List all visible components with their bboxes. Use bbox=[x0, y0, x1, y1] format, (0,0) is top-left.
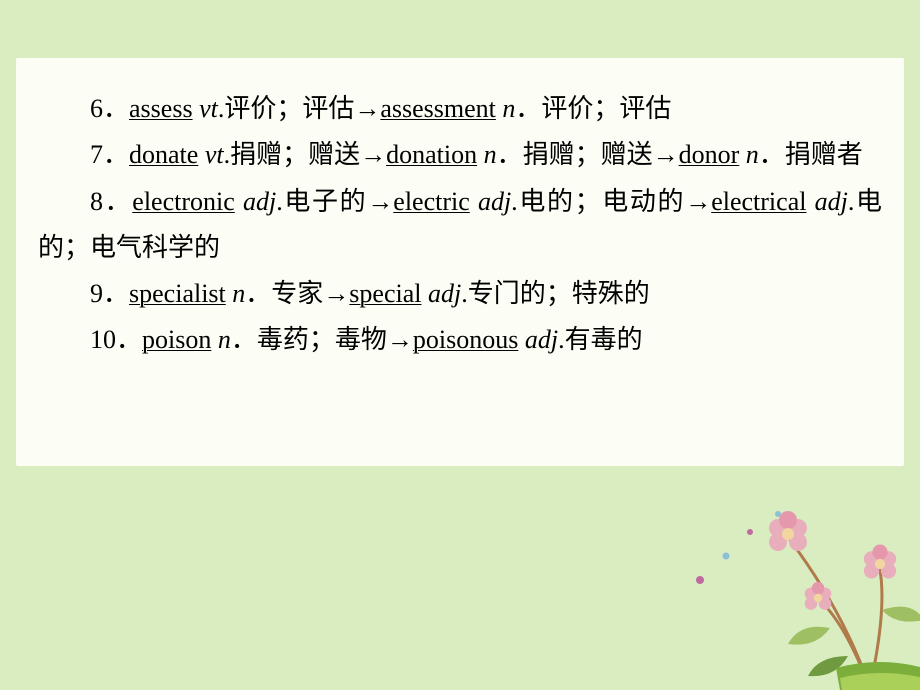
part-of-speech: vt bbox=[199, 94, 218, 123]
definition-text: .电的；电动的→ bbox=[511, 187, 711, 216]
vocabulary-list: 6．assess vt.评价；评估→assessment n．评价；评估7．do… bbox=[38, 86, 882, 364]
vocab-word: poisonous bbox=[413, 325, 518, 354]
definition-text: ．专家→ bbox=[245, 279, 349, 308]
part-of-speech: vt bbox=[205, 140, 224, 169]
content-card: 6．assess vt.评价；评估→assessment n．评价；评估7．do… bbox=[16, 58, 904, 466]
definition-text: .有毒的 bbox=[558, 325, 643, 354]
entry-number: 9． bbox=[90, 279, 129, 308]
part-of-speech: n bbox=[746, 140, 759, 169]
content-inner: 6．assess vt.评价；评估→assessment n．评价；评估7．do… bbox=[16, 58, 904, 404]
vocab-word: electronic bbox=[132, 187, 235, 216]
vocab-word: special bbox=[349, 279, 421, 308]
definition-text: .电子的→ bbox=[276, 187, 393, 216]
part-of-speech: adj bbox=[478, 187, 511, 216]
vocabulary-entry: 6．assess vt.评价；评估→assessment n．评价；评估 bbox=[38, 86, 882, 132]
vocabulary-entry: 7．donate vt.捐赠；赠送→donation n．捐赠；赠送→donor… bbox=[38, 132, 882, 178]
vocab-word: specialist bbox=[129, 279, 226, 308]
vocabulary-entry: 10．poison n．毒药；毒物→poisonous adj.有毒的 bbox=[38, 317, 882, 363]
definition-text: .捐赠；赠送→ bbox=[224, 140, 387, 169]
entry-number: 10． bbox=[90, 325, 142, 354]
definition-text: .评价；评估→ bbox=[218, 94, 381, 123]
definition-text bbox=[235, 187, 243, 216]
part-of-speech: n bbox=[232, 279, 245, 308]
part-of-speech: adj bbox=[815, 187, 848, 216]
entry-number: 6． bbox=[90, 94, 129, 123]
vocab-word: donate bbox=[129, 140, 198, 169]
page-background: 6．assess vt.评价；评估→assessment n．评价；评估7．do… bbox=[0, 0, 920, 690]
vocab-word: assessment bbox=[380, 94, 496, 123]
part-of-speech: adj bbox=[243, 187, 276, 216]
vocab-word: poison bbox=[142, 325, 211, 354]
vocab-word: electric bbox=[393, 187, 470, 216]
definition-text: ．捐赠者 bbox=[759, 140, 863, 169]
vocab-word: donor bbox=[679, 140, 740, 169]
vocabulary-entry: 9．specialist n．专家→special adj.专门的；特殊的 bbox=[38, 271, 882, 317]
part-of-speech: n bbox=[502, 94, 515, 123]
definition-text bbox=[806, 187, 814, 216]
definition-text: .专门的；特殊的 bbox=[461, 279, 650, 308]
part-of-speech: n bbox=[484, 140, 497, 169]
definition-text: ．评价；评估 bbox=[515, 94, 671, 123]
vocab-word: donation bbox=[386, 140, 477, 169]
vocab-word: electrical bbox=[711, 187, 806, 216]
entry-number: 8． bbox=[90, 187, 132, 216]
definition-text bbox=[470, 187, 478, 216]
vocab-word: assess bbox=[129, 94, 193, 123]
part-of-speech: adj bbox=[428, 279, 461, 308]
definition-text: ．捐赠；赠送→ bbox=[497, 140, 679, 169]
flower-pot-decoration bbox=[680, 460, 920, 690]
part-of-speech: n bbox=[218, 325, 231, 354]
definition-text: ．毒药；毒物→ bbox=[231, 325, 413, 354]
part-of-speech: adj bbox=[525, 325, 558, 354]
vocabulary-entry: 8．electronic adj.电子的→electric adj.电的；电动的… bbox=[38, 179, 882, 272]
entry-number: 7． bbox=[90, 140, 129, 169]
